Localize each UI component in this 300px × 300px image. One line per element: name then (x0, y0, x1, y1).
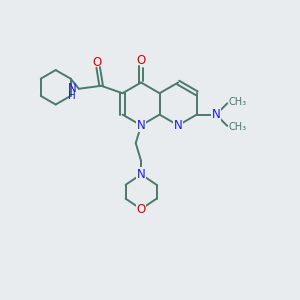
Text: H: H (68, 91, 76, 101)
Text: N: N (137, 119, 146, 132)
Text: N: N (137, 168, 146, 181)
Text: CH₃: CH₃ (229, 97, 247, 107)
Text: N: N (174, 119, 182, 132)
Text: CH₃: CH₃ (229, 122, 247, 132)
Text: N: N (212, 108, 220, 121)
Text: N: N (68, 82, 76, 95)
Text: O: O (92, 56, 101, 68)
Text: O: O (136, 202, 146, 216)
Text: O: O (136, 54, 146, 67)
